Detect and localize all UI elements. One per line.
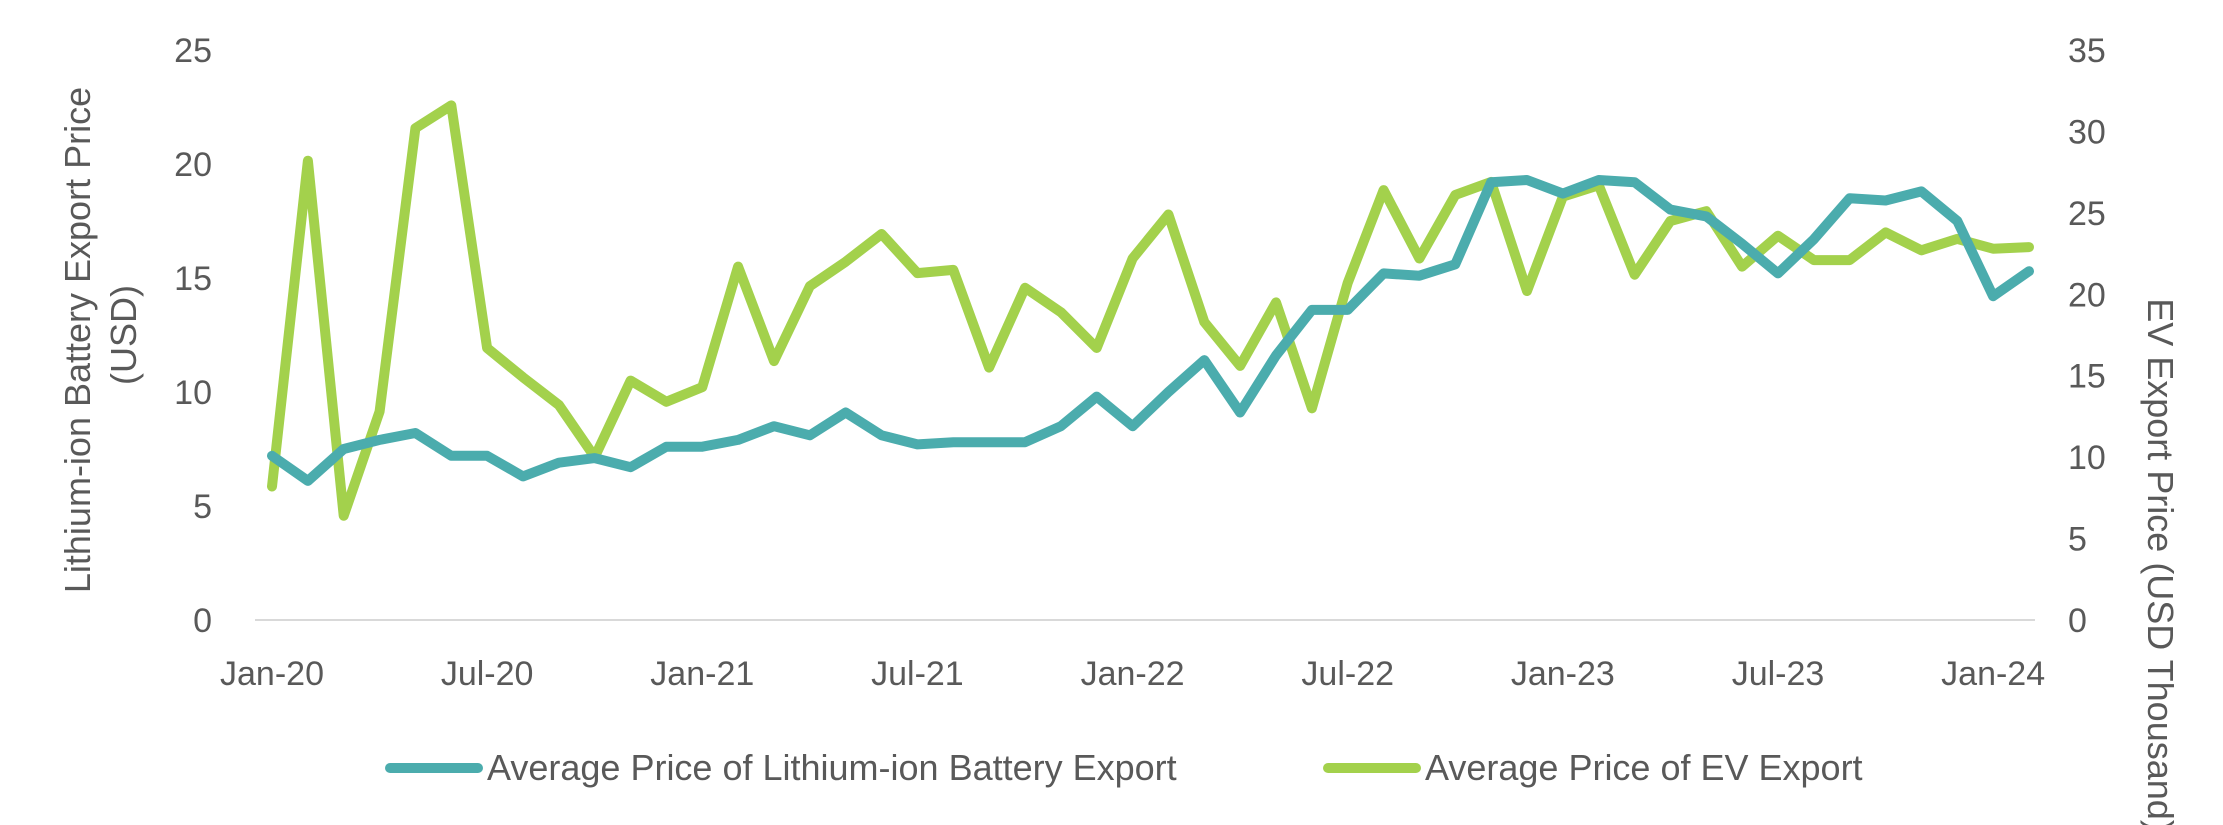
left-tick-label: 0	[193, 602, 212, 640]
left-axis-ticks: 0 5 10 15 20 25	[174, 32, 212, 640]
x-tick-label: Jul-21	[871, 655, 964, 693]
left-tick-label: 5	[193, 488, 212, 526]
legend: Average Price of Lithium-ion Battery Exp…	[385, 747, 1863, 788]
right-tick-label: 35	[2068, 32, 2106, 70]
left-tick-label: 10	[174, 374, 212, 412]
x-tick-label: Jan-24	[1941, 655, 2045, 693]
right-axis-ticks: 0 5 10 15 20 25 30 35	[2068, 32, 2106, 640]
left-tick-label: 25	[174, 32, 212, 70]
x-axis-ticks: Jan-20 Jul-20 Jan-21 Jul-21 Jan-22 Jul-22 Jan-…	[220, 655, 2045, 693]
x-tick-label: Jul-20	[441, 655, 534, 693]
right-tick-label: 15	[2068, 358, 2106, 396]
x-tick-label: Jan-23	[1511, 655, 1615, 693]
x-tick-label: Jul-23	[1732, 655, 1825, 693]
legend-label: Average Price of Lithium-ion Battery Exp…	[487, 747, 1177, 788]
right-tick-label: 0	[2068, 602, 2087, 640]
left-axis-title-line2: (USD)	[103, 285, 144, 385]
right-tick-label: 10	[2068, 439, 2106, 477]
right-tick-label: 20	[2068, 276, 2106, 314]
right-axis-title: EV Export Price (USD Thousand)	[2140, 298, 2181, 825]
left-tick-label: 20	[174, 146, 212, 184]
x-tick-label: Jan-20	[220, 655, 324, 693]
series-line-ev	[267, 100, 2034, 521]
left-axis-title-line1: Lithium-ion Battery Export Price	[57, 87, 98, 593]
x-tick-label: Jan-21	[650, 655, 754, 693]
x-tick-label: Jul-22	[1301, 655, 1394, 693]
right-tick-label: 5	[2068, 521, 2087, 559]
left-axis-title: Lithium-ion Battery Export Price (USD)	[57, 77, 144, 593]
series-line-battery	[267, 175, 2034, 486]
legend-label: Average Price of EV Export	[1425, 747, 1863, 788]
right-tick-label: 25	[2068, 195, 2106, 233]
series-lines	[267, 100, 2034, 521]
x-tick-label: Jan-22	[1081, 655, 1185, 693]
left-tick-label: 15	[174, 260, 212, 298]
right-tick-label: 30	[2068, 113, 2106, 151]
